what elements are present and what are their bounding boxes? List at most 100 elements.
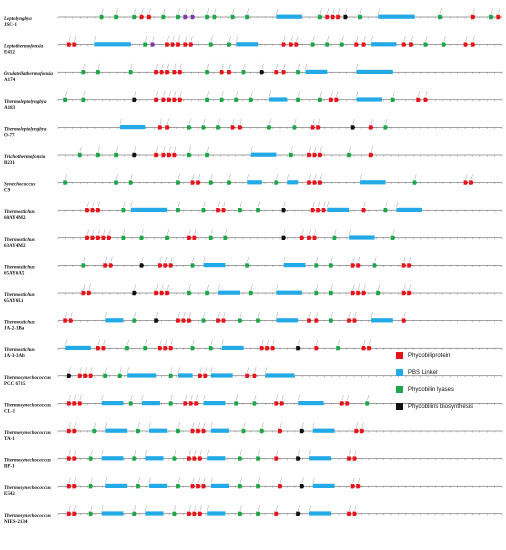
gene-arrow-linker — [356, 97, 382, 102]
gene-label-stub — [194, 450, 197, 456]
gene-arrow-linker — [127, 373, 157, 378]
gene-label-stub — [83, 256, 86, 263]
gene-label-stub — [174, 91, 177, 97]
gene-label-stub — [177, 36, 180, 42]
gene-arrow-phycobiliprotein — [219, 70, 225, 75]
gene-arrow-phycobiliprotein — [330, 14, 336, 20]
legend-label-phycobilin-lyases: Phycobilin lyases — [408, 386, 455, 393]
gene-label-stub — [257, 477, 260, 484]
gene-label-stub — [223, 201, 226, 208]
gene-arrow-phycobiliprotein — [183, 42, 188, 47]
gene-label-stub — [236, 91, 239, 97]
gene-arrow-biosynthesis — [132, 97, 137, 102]
gene-arrow-phycobiliprotein — [108, 263, 114, 268]
gene-label-stub — [279, 422, 282, 428]
gene-arrow-lyase — [205, 152, 210, 158]
gene-label-stub — [465, 36, 468, 42]
gene-arrow-lyase — [358, 14, 363, 20]
gene-arrow-biosynthesis — [296, 346, 301, 351]
gene-label-stub — [197, 477, 200, 484]
gene-arrow-lyase — [318, 97, 323, 102]
genome-genus: Thermoleptolyngbya — [4, 100, 47, 105]
gene-label-stub — [116, 8, 118, 14]
gene-arrow-phycobiliprotein — [165, 125, 170, 130]
gene-label-stub — [276, 8, 279, 14]
gene-arrow-linker — [141, 401, 160, 406]
gene-label-stub — [425, 91, 428, 97]
gene-label-stub — [296, 36, 299, 42]
gene-arrow-linker — [105, 428, 128, 433]
gene-label-stub — [239, 118, 242, 125]
gene-label-stub — [192, 339, 195, 346]
gene-label-stub — [418, 91, 421, 97]
gene-label-stub — [425, 36, 428, 42]
gene-arrow-linker — [221, 345, 244, 350]
gene-label-stub — [199, 505, 202, 511]
gene-arrow-phycobiliprotein — [66, 511, 72, 516]
gene-arrow-lyase — [241, 428, 247, 434]
gene-label-stub — [276, 284, 279, 290]
gene-arrow-phycobiliprotein — [161, 97, 166, 102]
gene-label-stub — [318, 201, 320, 208]
gene-arrow-lyase — [187, 125, 192, 130]
gene-arrow-lyase — [139, 235, 145, 240]
gene-arrow-linker — [210, 428, 230, 433]
gene-arrow-lyase — [208, 42, 214, 47]
gene-label-stub — [217, 284, 220, 290]
gene-arrow-phycobiliprotein — [314, 318, 319, 323]
gene-label-stub — [287, 174, 290, 180]
gene-arrow-phycobiliprotein — [356, 263, 361, 268]
legend-swatch-pbs-linker — [396, 369, 403, 376]
legend-label-phycobiliprotein: Phycobiliprotein — [408, 352, 451, 359]
gene-label-stub — [490, 8, 493, 14]
gene-label-stub — [156, 91, 159, 97]
genome-strain: 65AY6Li — [4, 299, 24, 304]
gene-label-stub — [348, 146, 351, 152]
gene-arrow-phycobiliprotein — [106, 235, 112, 240]
gene-label-stub — [94, 422, 97, 428]
gene-label-stub — [318, 118, 320, 125]
gene-label-stub — [298, 91, 300, 97]
gene-arrow-phycobiliprotein — [161, 152, 166, 158]
gene-arrow-phycobiliprotein — [345, 401, 350, 406]
gene-label-stub — [352, 118, 355, 125]
gene-label-stub — [327, 36, 330, 42]
genome-strain: 60AY4M2 — [4, 216, 26, 221]
gene-label-stub — [308, 174, 311, 180]
gene-arrow-lyase — [234, 97, 239, 102]
gene-label-stub — [207, 8, 209, 14]
gene-arrow-phycobiliprotein — [196, 428, 201, 434]
gene-label-stub — [363, 201, 366, 208]
genome-genus: Thermostichus — [4, 321, 35, 326]
gene-arrow-lyase — [132, 456, 137, 461]
genome-strain: BP-1 — [4, 465, 15, 470]
gene-arrow-lyase — [176, 14, 181, 20]
gene-label-stub — [74, 450, 77, 456]
gene-label-stub — [239, 312, 242, 318]
gene-arrow-biosynthesis — [281, 235, 287, 240]
genome-genus: Leptolyngbya — [3, 17, 32, 22]
gene-label-stub — [243, 63, 246, 70]
gene-label-stub — [159, 256, 162, 263]
gene-arrow-lyase — [99, 14, 105, 20]
gene-arrow-phycobiliprotein — [312, 235, 317, 240]
gene-arrow-phycobiliprotein — [274, 511, 279, 516]
gene-arrow-lyase — [208, 235, 214, 240]
gene-arrow-phycobiliprotein — [307, 318, 312, 323]
gene-arrow-lyase — [176, 180, 181, 185]
gene-arrow-phycobiliprotein — [274, 401, 279, 406]
gene-arrow-phycobiliprotein — [347, 511, 352, 516]
gene-arrow-lyase — [376, 290, 381, 296]
gene-label-stub — [403, 284, 406, 290]
gene-label-stub — [156, 284, 159, 290]
genome-strain: E412 — [4, 51, 15, 56]
gene-arrow-lyase — [190, 346, 196, 351]
gene-arrow-lyase — [114, 14, 119, 20]
gene-label-stub — [465, 174, 468, 180]
genome-strain: A174 — [4, 78, 16, 83]
